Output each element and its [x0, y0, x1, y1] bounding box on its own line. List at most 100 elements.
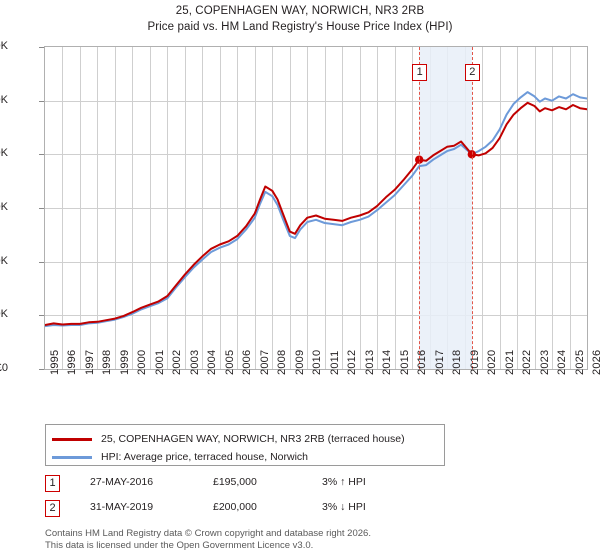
x-axis-tick-label: 1997: [83, 349, 96, 375]
y-axis-tick: [39, 315, 44, 317]
x-axis-tick-label: 2013: [363, 349, 376, 375]
title-line-2: Price paid vs. HM Land Registry's House …: [147, 21, 453, 33]
title-line-1: 25, COPENHAGEN WAY, NORWICH, NR3 2RB: [175, 5, 425, 17]
legend-color-swatch: [52, 437, 92, 441]
footer-attribution: Contains HM Land Registry data © Crown c…: [45, 528, 585, 551]
gridline-horizontal: [45, 154, 587, 155]
x-axis-tick-label: 2002: [171, 349, 184, 375]
x-axis-tick-label: 2014: [381, 349, 394, 375]
gridline-vertical: [272, 47, 273, 369]
x-axis-tick-label: 2000: [136, 349, 149, 375]
event-vertical-line: [419, 47, 421, 369]
series-lines: [45, 91, 587, 328]
x-axis-tick-label: 2024: [556, 349, 569, 375]
transaction-date: 31-MAY-2019: [90, 501, 154, 513]
gridline-vertical: [552, 47, 553, 369]
gridline-vertical: [237, 47, 238, 369]
chart-plot-area: [44, 46, 588, 370]
gridline-horizontal: [45, 101, 587, 102]
gridline-vertical: [290, 47, 291, 369]
transaction-hpi-delta: 3% ↑ HPI: [322, 476, 366, 488]
x-axis-tick-label: 2015: [398, 349, 411, 375]
series-line: [45, 101, 587, 326]
gridline-vertical: [500, 47, 501, 369]
x-axis-tick-label: 2009: [293, 349, 306, 375]
y-axis-tick: [39, 154, 44, 156]
event-vertical-line: [471, 47, 473, 369]
row-number-badge: 2: [45, 500, 60, 517]
y-axis-tick-label: £100K: [0, 254, 8, 267]
transactions-table: 1 27-MAY-2016 £195,000 3% ↑ HPI 2 31-MAY-2019…: [45, 474, 465, 524]
gridline-vertical: [517, 47, 518, 369]
event-marker-box[interactable]: 1: [412, 64, 428, 81]
x-axis-tick-label: 2003: [188, 349, 201, 375]
legend-item: HPI: Average price, terraced house, Norw…: [52, 447, 308, 467]
transaction-price: £195,000: [213, 476, 257, 488]
gridline-vertical: [360, 47, 361, 369]
transaction-price: £200,000: [213, 501, 257, 513]
gridline-vertical: [202, 47, 203, 369]
x-axis-tick-label: 2026: [591, 349, 600, 375]
footer-line-2: This data is licensed under the Open Gov…: [45, 539, 314, 551]
chart-legend: 25, COPENHAGEN WAY, NORWICH, NR3 2RB (te…: [45, 424, 445, 466]
legend-item: 25, COPENHAGEN WAY, NORWICH, NR3 2RB (te…: [52, 429, 405, 449]
x-axis-tick-label: 2018: [451, 349, 464, 375]
x-axis-tick-label: 2010: [311, 349, 324, 375]
x-axis-tick-label: 1995: [49, 349, 61, 375]
y-axis-tick-label: £50K: [0, 308, 8, 321]
gridline-vertical: [482, 47, 483, 369]
gridline-vertical: [307, 47, 308, 369]
gridline-vertical: [395, 47, 396, 369]
x-axis-tick-label: 2005: [223, 349, 236, 375]
x-axis-tick-label: 1998: [101, 349, 114, 375]
row-number-badge: 1: [45, 475, 60, 492]
gridline-vertical: [255, 47, 256, 369]
gridline-vertical: [97, 47, 98, 369]
highlight-band: [419, 47, 472, 369]
table-row[interactable]: 2 31-MAY-2019 £200,000 3% ↓ HPI: [45, 499, 465, 524]
page-title: 25, COPENHAGEN WAY, NORWICH, NR3 2RB Pri…: [0, 3, 600, 35]
x-axis-tick-label: 2022: [521, 349, 534, 375]
x-axis-tick-label: 2008: [276, 349, 289, 375]
gridline-vertical: [325, 47, 326, 369]
event-marker-box[interactable]: 2: [464, 64, 480, 81]
gridline-vertical: [535, 47, 536, 369]
y-axis-tick-label: £300K: [0, 40, 8, 52]
x-axis-tick-label: 2021: [503, 349, 516, 375]
gridline-vertical: [412, 47, 413, 369]
table-row[interactable]: 1 27-MAY-2016 £195,000 3% ↑ HPI: [45, 474, 465, 499]
gridline-vertical: [132, 47, 133, 369]
gridline-vertical: [570, 47, 571, 369]
y-axis-tick-label: £150K: [0, 201, 8, 213]
gridline-horizontal: [45, 208, 587, 209]
legend-color-swatch: [52, 455, 92, 459]
y-axis-tick: [39, 369, 44, 370]
y-axis-tick-label: £200K: [0, 147, 8, 160]
gridline-horizontal: [45, 262, 587, 263]
y-axis-tick: [39, 208, 44, 209]
x-axis-tick-label: 1999: [118, 349, 131, 375]
x-axis-tick-label: 2011: [328, 350, 341, 375]
transaction-date: 27-MAY-2016: [90, 476, 154, 488]
y-axis-tick: [39, 261, 44, 263]
gridline-vertical: [342, 47, 343, 369]
transaction-hpi-delta: 3% ↓ HPI: [322, 501, 366, 513]
y-axis-tick: [39, 100, 44, 102]
x-axis-tick-label: 2016: [416, 349, 429, 375]
y-axis-tick: [39, 47, 44, 48]
x-axis-tick-label: 2007: [258, 349, 271, 375]
gridline-vertical: [377, 47, 378, 369]
gridline-vertical: [62, 47, 63, 369]
gridline-vertical: [80, 47, 81, 369]
gridline-vertical: [167, 47, 168, 369]
gridline-horizontal: [45, 315, 587, 316]
legend-label: HPI: Average price, terraced house, Norw…: [101, 451, 308, 463]
x-axis-tick-label: 2023: [538, 349, 551, 375]
x-axis-tick-label: 2006: [241, 349, 254, 375]
gridline-vertical: [220, 47, 221, 369]
x-axis-tick-label: 1996: [66, 349, 79, 375]
gridline-vertical: [185, 47, 186, 369]
x-axis-tick-label: 2017: [433, 349, 446, 375]
gridline-vertical: [150, 47, 151, 369]
